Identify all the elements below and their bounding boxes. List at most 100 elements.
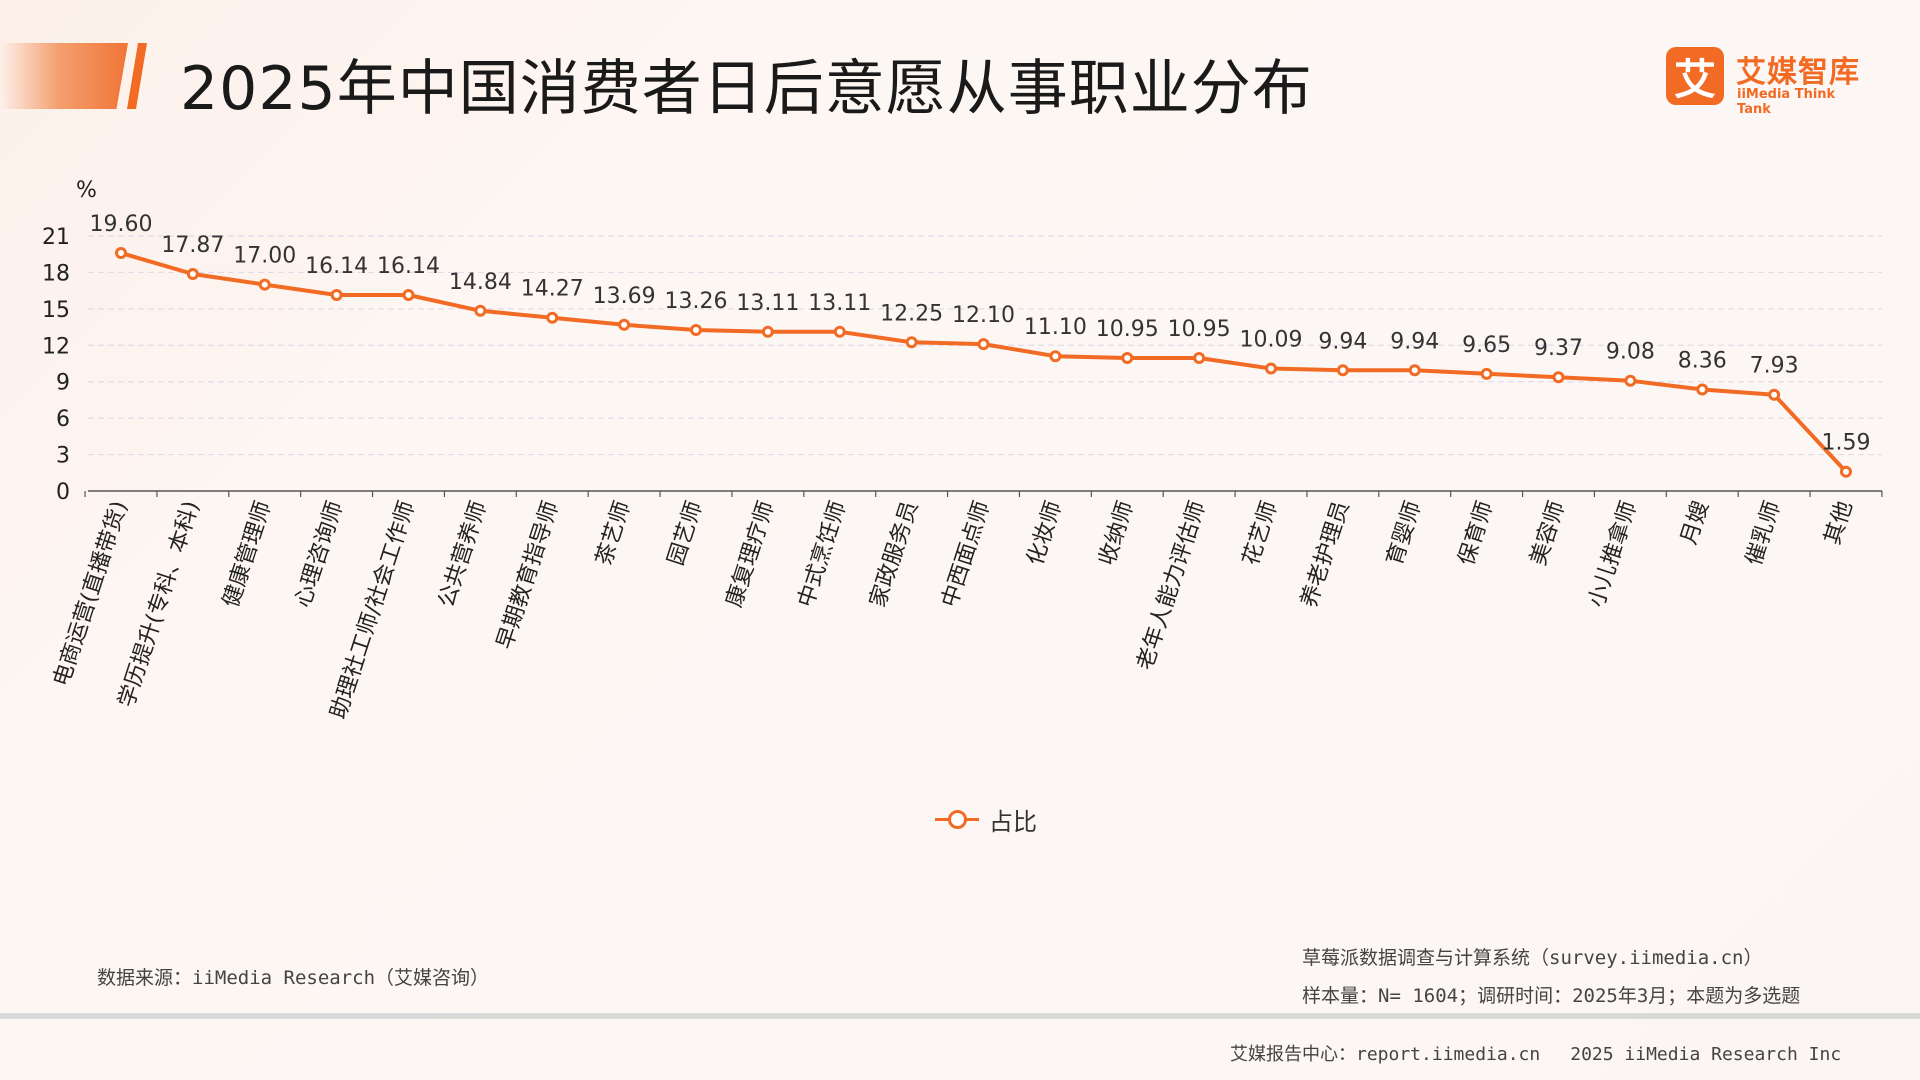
data-point <box>186 268 199 281</box>
report-center-text: 艾媒报告中心：report.iimedia.cn <box>1230 1044 1541 1065</box>
category-label: 花艺师 <box>1239 498 1283 569</box>
y-tick-label: 0 <box>56 480 70 505</box>
data-point <box>330 289 343 302</box>
data-point <box>1624 374 1637 387</box>
category-label: 助理社工师/社会工作师 <box>326 498 420 722</box>
brand-logo-mark: 艾 <box>1666 47 1724 105</box>
header-accent-bar <box>0 43 128 109</box>
data-point <box>1552 371 1565 384</box>
category-label: 康复理疗师 <box>722 498 780 610</box>
data-labels: 19.60 17.87 17.00 16.14 16.14 14.84 14.27 13.69… <box>90 212 1871 456</box>
data-point <box>115 247 127 259</box>
data-label: 14.84 <box>449 270 512 295</box>
line-chart: % 0 3 6 9 12 15 18 21 19.60 17.87 17.00 16.14 16.14… <box>42 178 1883 722</box>
sample-note: 样本量：N= 1604；调研时间：2025年3月；本题为多选题 <box>1302 985 1801 1007</box>
brand-logo-subtitle: iiMedia Think Tank <box>1737 87 1836 117</box>
category-label: 其他 <box>1820 498 1857 548</box>
data-label: 1.59 <box>1822 431 1871 456</box>
legend-marker-icon <box>935 805 979 833</box>
data-label: 9.65 <box>1462 333 1511 358</box>
data-label: 13.11 <box>808 291 871 316</box>
page-title: 2025年中国消费者日后意愿从事职业分布 <box>180 54 1313 124</box>
y-axis-ticks: 0 3 6 9 12 15 18 21 <box>42 225 70 505</box>
footer-bottom: 艾媒报告中心：report.iimedia.cn 2025 iiMedia Res… <box>1230 1040 1841 1066</box>
data-label: 9.94 <box>1390 329 1439 354</box>
data-point <box>402 289 415 302</box>
category-label: 育婴师 <box>1382 498 1426 569</box>
x-axis-ticks <box>84 491 1883 497</box>
data-source: 数据来源：iiMedia Research（艾媒咨询） <box>97 967 490 989</box>
data-label: 10.09 <box>1240 327 1303 352</box>
data-point <box>546 311 559 324</box>
data-point <box>258 278 271 291</box>
y-tick-label: 15 <box>42 298 70 323</box>
y-tick-label: 9 <box>56 371 70 396</box>
data-point <box>977 338 990 351</box>
data-label: 9.94 <box>1318 329 1367 354</box>
data-point <box>1768 388 1781 401</box>
data-point <box>833 325 846 338</box>
data-label: 17.00 <box>233 244 296 269</box>
data-label: 10.95 <box>1096 317 1159 342</box>
data-point <box>1696 383 1709 396</box>
data-label: 16.14 <box>377 254 440 279</box>
y-tick-label: 3 <box>56 444 70 469</box>
data-label: 9.08 <box>1606 340 1655 365</box>
category-label: 保育师 <box>1454 498 1498 569</box>
data-label: 16.14 <box>305 254 368 279</box>
chart-grid <box>88 235 1882 456</box>
y-tick-label: 12 <box>42 334 70 359</box>
data-point <box>690 323 702 336</box>
data-point <box>761 325 774 338</box>
data-label: 10.95 <box>1168 317 1231 342</box>
category-label: 早期教育指导师 <box>493 498 564 652</box>
category-labels: 电商运营(直播带货)学历提升(专科、本科) 健康管理师 心理咨询师助理社工师/社会工… <box>49 498 1857 722</box>
data-point <box>1408 364 1421 377</box>
y-axis-unit-label: % <box>76 178 97 203</box>
copyright-text: 2025 iiMedia Research Inc <box>1570 1044 1842 1065</box>
data-label: 13.69 <box>593 284 656 309</box>
category-label: 老年人能力评估师 <box>1133 498 1211 673</box>
data-label: 12.10 <box>952 303 1015 328</box>
data-point <box>618 318 631 331</box>
data-label: 7.93 <box>1750 354 1799 379</box>
category-label: 中式烹饪师 <box>794 498 852 610</box>
data-label: 19.60 <box>90 212 153 237</box>
category-label: 学历提升(专科、本科) <box>114 498 204 710</box>
category-label: 中西面点师 <box>937 498 995 610</box>
category-label: 公共营养师 <box>434 498 492 610</box>
data-label: 17.87 <box>161 233 224 258</box>
footer-divider <box>0 1013 1920 1019</box>
data-point <box>1193 352 1206 365</box>
category-label: 催乳师 <box>1742 498 1786 569</box>
y-tick-label: 18 <box>42 261 70 286</box>
category-label: 小儿推拿师 <box>1583 498 1642 611</box>
series-line-share <box>120 251 1848 474</box>
category-label: 月嫂 <box>1677 498 1714 548</box>
category-label: 健康管理师 <box>219 498 277 610</box>
category-label: 电商运营(直播带货) <box>49 498 132 689</box>
category-label: 家政服务员 <box>866 498 924 610</box>
data-point <box>474 304 487 317</box>
category-label: 养老护理员 <box>1297 498 1355 610</box>
series-points <box>115 247 1852 478</box>
y-tick-label: 6 <box>56 407 70 432</box>
category-label: 美容师 <box>1526 498 1570 569</box>
category-label: 心理咨询师 <box>291 498 349 610</box>
data-label: 13.26 <box>665 289 728 314</box>
data-label: 11.10 <box>1024 315 1087 340</box>
chart-legend: 占比 <box>935 803 1037 836</box>
brand-logo: 艾 艾媒智库 iiMedia Think Tank <box>1666 47 1866 117</box>
data-point <box>1121 352 1134 365</box>
data-label: 13.11 <box>736 291 799 316</box>
data-point <box>1840 465 1852 478</box>
category-label: 化妆师 <box>1023 498 1067 569</box>
survey-system-note: 草莓派数据调查与计算系统（survey.iimedia.cn） <box>1302 947 1763 969</box>
category-label: 园艺师 <box>664 498 708 569</box>
data-point <box>905 336 918 349</box>
data-point <box>1336 364 1349 377</box>
category-label: 收纳师 <box>1095 498 1139 569</box>
data-label: 9.37 <box>1534 336 1583 361</box>
data-point <box>1049 350 1062 363</box>
data-point <box>1265 362 1277 375</box>
